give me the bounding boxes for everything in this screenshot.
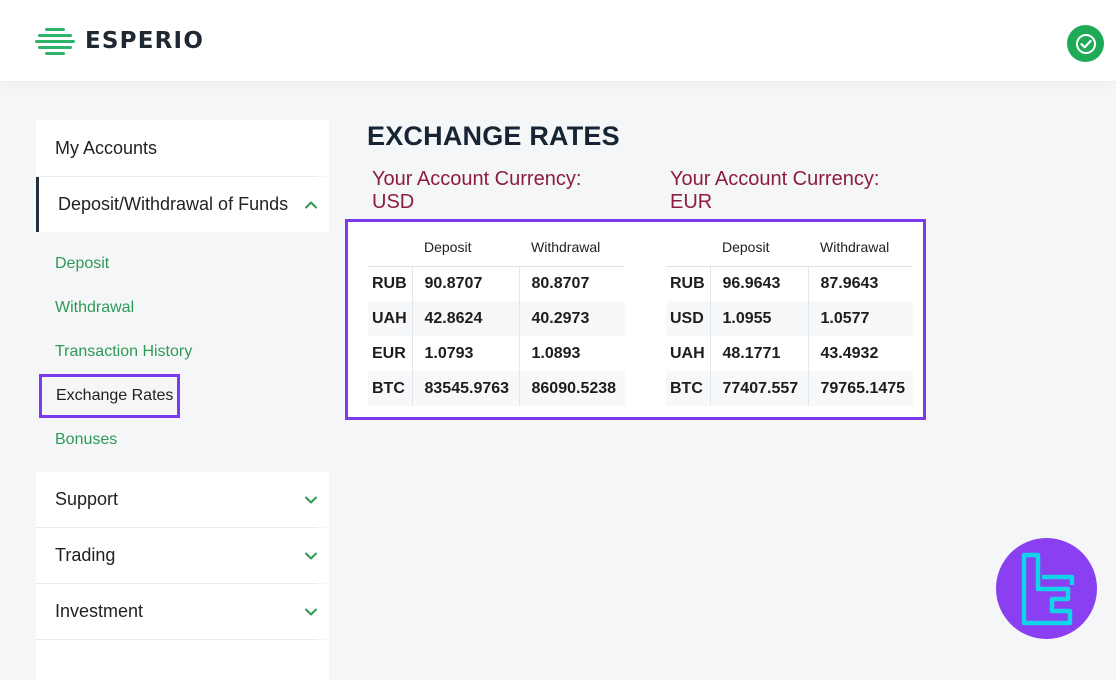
- top-header: ESPERIO: [0, 0, 1116, 82]
- header-blank: [666, 229, 710, 267]
- table-row: UAH 48.1771 43.4932: [666, 336, 913, 371]
- logo-text: ESPERIO: [85, 28, 205, 54]
- currency-label-line: Your Account Currency:: [372, 168, 582, 190]
- withdrawal-cell: 1.0893: [518, 336, 625, 371]
- table-row: EUR 1.0793 1.0893: [368, 336, 625, 371]
- exchange-rates-highlight: Deposit Withdrawal RUB 90.8707 80.8707 U…: [345, 219, 926, 420]
- submenu-withdrawal[interactable]: Withdrawal: [55, 299, 135, 316]
- column-header-deposit: Deposit: [412, 229, 519, 267]
- deposit-cell: 90.8707: [411, 266, 519, 301]
- sidebar-item-label: Deposit/Withdrawal of Funds: [58, 194, 289, 214]
- column-header-withdrawal: Withdrawal: [519, 229, 625, 267]
- eur-currency-label: Your Account Currency: EUR: [670, 168, 879, 214]
- sidebar-item-support[interactable]: Support: [36, 472, 329, 527]
- currency-cell: RUB: [670, 274, 705, 292]
- table-row: BTC 77407.557 79765.1475: [666, 371, 913, 406]
- sidebar-item-investment[interactable]: Investment: [36, 584, 329, 639]
- deposit-cell: 83545.9763: [411, 371, 519, 406]
- sidebar-item-label: Investment: [55, 601, 144, 621]
- table-row: USD 1.0955 1.0577: [666, 301, 913, 336]
- table-header-row: Deposit Withdrawal: [666, 229, 913, 267]
- esperio-logo-icon: [35, 28, 75, 55]
- withdrawal-cell: 80.8707: [518, 266, 625, 301]
- currency-cell: UAH: [670, 344, 705, 362]
- divider: [36, 176, 317, 177]
- divider: [36, 583, 317, 584]
- currency-cell: BTC: [368, 371, 412, 406]
- table-row: RUB 90.8707 80.8707: [368, 266, 625, 301]
- withdrawal-cell: 40.2973: [518, 301, 625, 336]
- table-row: UAH 42.8624 40.2973: [368, 301, 625, 336]
- submenu-label: Exchange Rates: [56, 387, 174, 404]
- currency-cell: USD: [666, 301, 710, 336]
- column-header-withdrawal: Withdrawal: [808, 229, 913, 267]
- currency-cell: RUB: [372, 274, 407, 292]
- check-circle-icon: [1075, 33, 1096, 54]
- withdrawal-cell: 86090.5238: [518, 371, 625, 406]
- eur-rates-table: Deposit Withdrawal RUB 96.9643 87.9643 U…: [666, 229, 913, 406]
- chevron-down-icon: [305, 552, 317, 559]
- deposit-cell: 48.1771: [709, 336, 808, 371]
- sidebar-item-label: My Accounts: [55, 137, 158, 158]
- submenu-deposit[interactable]: Deposit: [55, 255, 110, 272]
- header-blank: [368, 229, 412, 267]
- deposit-cell: 77407.557: [709, 371, 808, 406]
- column-header-deposit: Deposit: [710, 229, 808, 267]
- deposit-cell: 1.0793: [411, 336, 519, 371]
- brand-logo-badge: [996, 538, 1097, 639]
- sidebar-item-label: Support: [55, 489, 119, 509]
- submenu-transaction-history[interactable]: Transaction History: [55, 343, 193, 360]
- sidebar-item-label: Trading: [55, 545, 116, 565]
- withdrawal-cell: 43.4932: [807, 336, 913, 371]
- currency-cell: UAH: [368, 301, 412, 336]
- table-row: RUB 96.9643 87.9643: [666, 266, 913, 301]
- chevron-up-icon: [305, 201, 317, 208]
- withdrawal-cell: 79765.1475: [807, 371, 913, 406]
- deposit-cell: 96.9643: [709, 266, 808, 301]
- usd-currency-label: Your Account Currency: USD: [372, 168, 581, 214]
- sidebar-item-my-accounts[interactable]: My Accounts: [36, 120, 329, 176]
- chevron-down-icon: [305, 496, 317, 503]
- page-title: EXCHANGE RATES: [367, 121, 620, 151]
- brand-logo-icon: [1021, 552, 1074, 625]
- submenu-exchange-rates[interactable]: Exchange Rates: [39, 374, 180, 418]
- sidebar-item-trading[interactable]: Trading: [36, 528, 329, 583]
- divider: [36, 527, 317, 528]
- sidebar-item-deposit-withdrawal[interactable]: Deposit/Withdrawal of Funds: [36, 177, 329, 232]
- usd-rates-table: Deposit Withdrawal RUB 90.8707 80.8707 U…: [368, 229, 625, 406]
- esperio-logo[interactable]: ESPERIO: [35, 26, 204, 56]
- chevron-down-icon: [305, 608, 317, 615]
- withdrawal-cell: 87.9643: [807, 266, 913, 301]
- table-row: BTC 83545.9763 86090.5238: [368, 371, 625, 406]
- account-status-button[interactable]: [1067, 25, 1104, 62]
- deposit-cell: 1.0955: [709, 301, 808, 336]
- table-header-row: Deposit Withdrawal: [368, 229, 625, 267]
- currency-code: EUR: [670, 191, 713, 213]
- divider: [36, 639, 317, 640]
- currency-code: USD: [372, 191, 415, 213]
- currency-cell: BTC: [666, 371, 710, 406]
- sidebar-item-more[interactable]: [36, 640, 329, 680]
- submenu-bonuses[interactable]: Bonuses: [55, 431, 118, 448]
- sidebar-menu: My Accounts Deposit/Withdrawal of Funds …: [36, 120, 329, 680]
- currency-label-line: Your Account Currency:: [670, 168, 880, 190]
- currency-cell: EUR: [372, 344, 406, 362]
- withdrawal-cell: 1.0577: [807, 301, 913, 336]
- deposit-cell: 42.8624: [411, 301, 519, 336]
